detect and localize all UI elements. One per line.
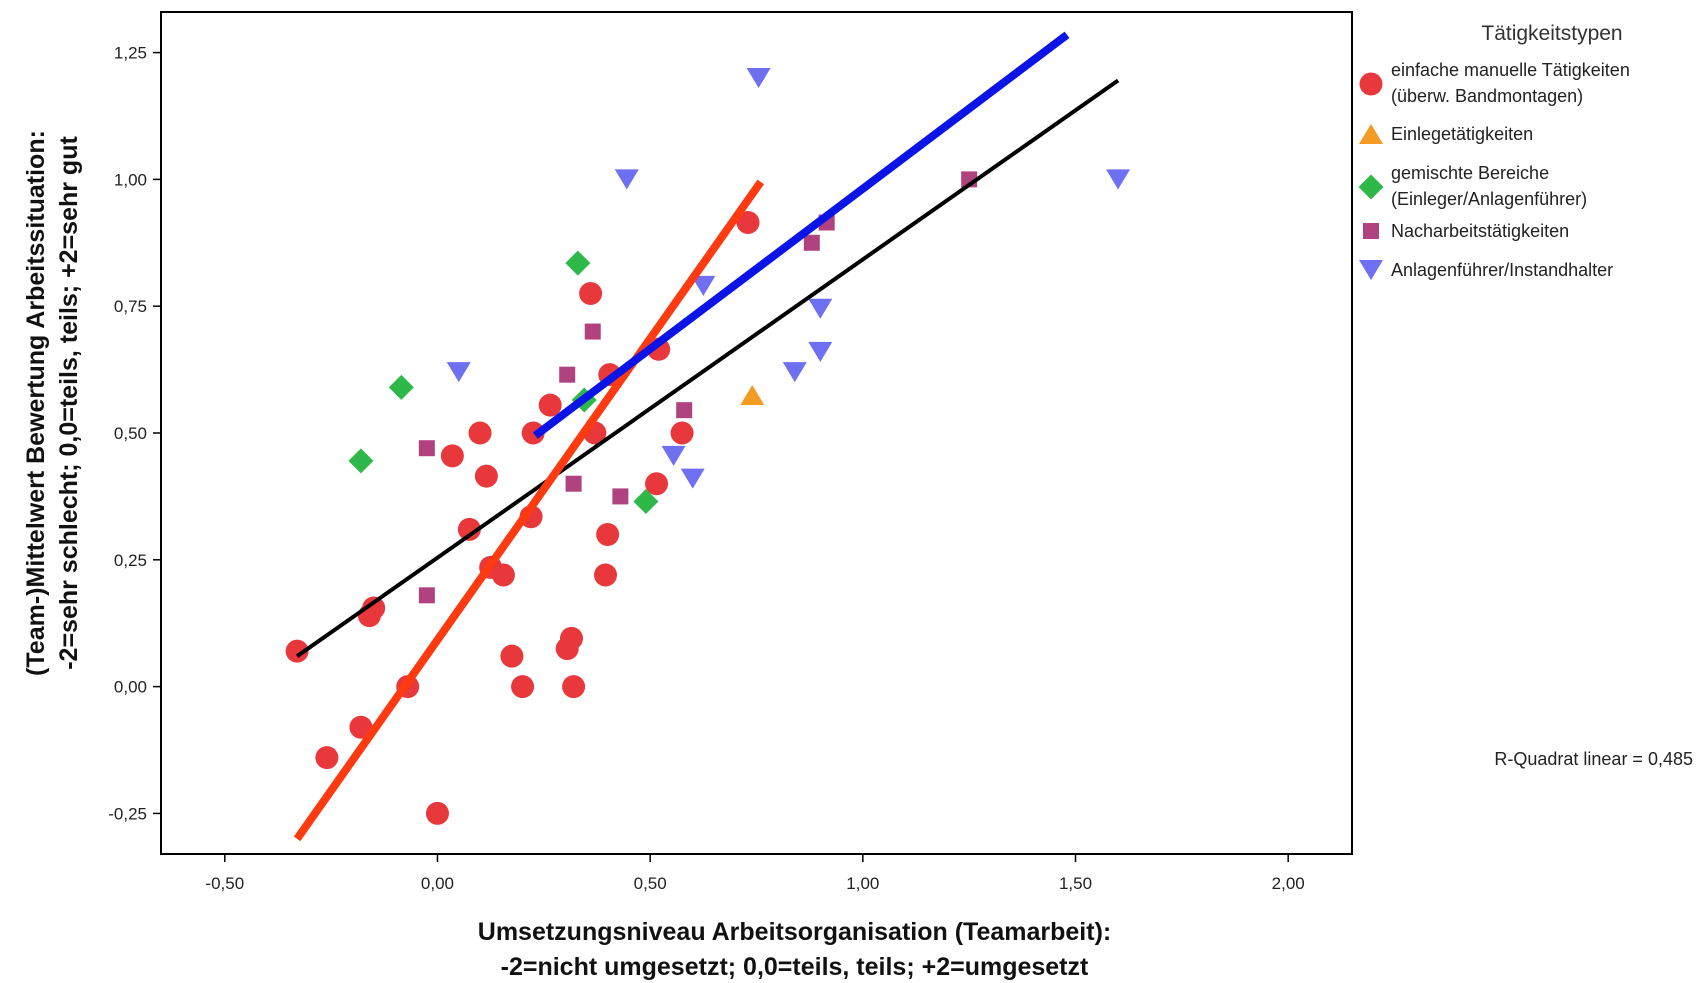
data-point-square [418,440,435,457]
y-tick-label: 0,25 [114,551,147,570]
legend-marker-diamond [1358,174,1384,200]
data-point-triangle-down [691,275,716,296]
data-point-circle [579,282,603,306]
legend-label: Einlegetätigkeiten [1391,124,1533,144]
data-point-circle [593,563,617,587]
y-axis-title-line: -2=sehr schlecht; 0,0=teils, teils; +2=s… [55,136,83,670]
fit-line [293,179,765,842]
x-tick-label: 1,50 [1059,874,1092,893]
data-point-triangle-down [661,445,686,466]
legend-marker-triangle-down [1359,260,1383,280]
legend-title: Tätigkeitstypen [1481,22,1622,45]
data-point-diamond [565,250,591,276]
legend-label: (überw. Bandmontagen) [1391,86,1583,106]
legend: einfache manuelle Tätigkeiten (überw. Ban… [1358,60,1630,280]
y-axis-title-line: (Team-)Mittelwert Bewertung Arbeitssitua… [22,130,50,676]
data-point-triangle-down [808,341,833,362]
legend-label: gemischte Bereiche [1391,163,1549,183]
data-point-circle [425,801,449,825]
data-point-circle [457,517,481,541]
x-tick-label: 1,00 [846,874,879,893]
data-point-triangle-down [782,362,807,383]
x-tick-label: 2,00 [1272,874,1305,893]
y-axis-ticks: -0,25 0,00 0,25 0,50 0,75 1,00 1,25 [108,44,161,823]
data-point-circle [538,393,562,417]
data-point-square [803,234,820,251]
data-point-diamond [633,488,659,514]
data-point-circle [474,464,498,488]
data-point-circle [285,639,309,663]
data-point-triangle-down [1106,169,1131,190]
data-point-triangle-down [746,67,771,88]
y-tick-label: 1,00 [114,170,147,189]
legend-label: Anlagenführer/Instandhalter [1391,260,1613,280]
data-point-diamond [348,448,374,474]
x-axis-title-line: Umsetzungsniveau Arbeitsorganisation (Te… [478,918,1111,946]
data-point-square [612,488,629,505]
data-point-diamond [388,374,414,400]
legend-label: Nacharbeitstätigkeiten [1391,221,1569,241]
x-tick-label: 0,00 [421,874,454,893]
data-point-circle [349,715,373,739]
data-point-circle [362,596,386,620]
y-axis-title: (Team-)Mittelwert Bewertung Arbeitssitua… [22,130,83,676]
data-point-square [559,366,576,383]
data-point-circle [562,675,586,699]
data-point-circle [736,211,760,234]
data-point-triangle-up [740,384,765,405]
data-point-circle [559,626,583,650]
x-axis-ticks: -0,50 0,00 0,50 1,00 1,50 2,00 [205,854,1305,893]
y-tick-label: 0,00 [114,678,147,697]
data-points [285,67,1131,825]
y-tick-label: -0,25 [108,804,147,823]
data-point-circle [500,644,524,668]
legend-label: (Einleger/Anlagenführer) [1391,189,1587,209]
x-axis-title-line: -2=nicht umgesetzt; 0,0=teils, teils; +2… [501,953,1089,981]
data-point-circle [596,522,620,546]
data-point-circle [491,563,515,587]
fit-lines [293,31,1120,842]
data-point-circle [468,421,492,445]
data-point-circle [521,421,545,445]
legend-marker-triangle-up [1359,124,1383,144]
r-squared-annotation: R-Quadrat linear = 0,485 [1494,749,1693,769]
y-tick-label: 0,75 [114,297,147,316]
data-point-circle [645,472,669,496]
data-point-triangle-down [680,468,705,489]
legend-label: einfache manuelle Tätigkeiten [1391,60,1630,80]
y-tick-label: 1,25 [114,44,147,63]
data-point-square [418,587,435,604]
data-point-triangle-down [446,362,471,383]
x-tick-label: 0,50 [634,874,667,893]
x-axis-title: Umsetzungsniveau Arbeitsorganisation (Te… [478,918,1111,981]
data-point-circle [440,444,464,468]
fit-line [532,31,1070,439]
legend-marker-circle [1359,72,1383,96]
fit-line [295,78,1120,658]
y-tick-label: 0,50 [114,424,147,443]
data-point-circle [511,675,535,699]
data-point-circle [315,746,339,770]
data-point-circle [670,421,694,445]
data-point-triangle-down [808,298,833,319]
x-tick-label: -0,50 [205,874,244,893]
legend-marker-square [1363,223,1379,239]
data-point-square [676,402,693,419]
data-point-square [565,475,582,492]
data-point-triangle-down [614,169,639,190]
data-point-square [584,323,601,340]
